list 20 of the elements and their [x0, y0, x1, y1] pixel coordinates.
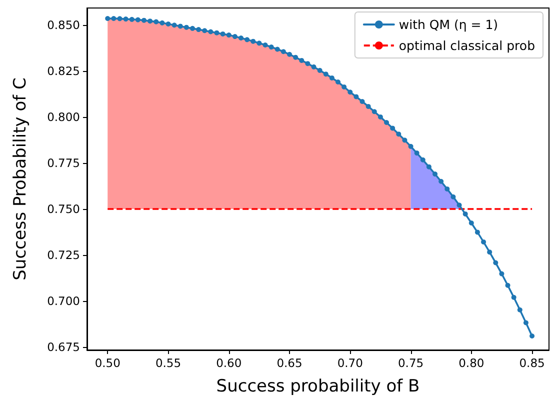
legend-label: optimal classical prob — [398, 38, 536, 53]
x-tick-label: 0.75 — [398, 356, 424, 370]
x-axis-title: Success probability of B — [216, 376, 420, 396]
x-tick-label: 0.70 — [337, 356, 363, 370]
x-tick-label: 0.60 — [216, 356, 242, 370]
y-tick-label: 0.675 — [47, 340, 80, 354]
x-tick-label: 0.80 — [458, 356, 484, 370]
legend-label: with QM (η = 1) — [398, 17, 498, 32]
x-tick-label: 0.55 — [155, 356, 182, 370]
y-tick-label: 0.850 — [47, 18, 80, 32]
x-tick-label: 0.85 — [519, 356, 545, 370]
x-tick-label: 0.50 — [94, 356, 120, 370]
y-axis-title: Success Probability of C — [10, 78, 30, 280]
y-tick-label: 0.700 — [47, 294, 80, 308]
y-tick-label: 0.725 — [47, 248, 80, 262]
y-tick-label: 0.800 — [47, 110, 80, 124]
y-tick-label: 0.825 — [47, 64, 80, 78]
y-tick-label: 0.775 — [47, 156, 80, 170]
y-tick-label: 0.750 — [47, 202, 80, 216]
x-tick-label: 0.65 — [276, 356, 302, 370]
